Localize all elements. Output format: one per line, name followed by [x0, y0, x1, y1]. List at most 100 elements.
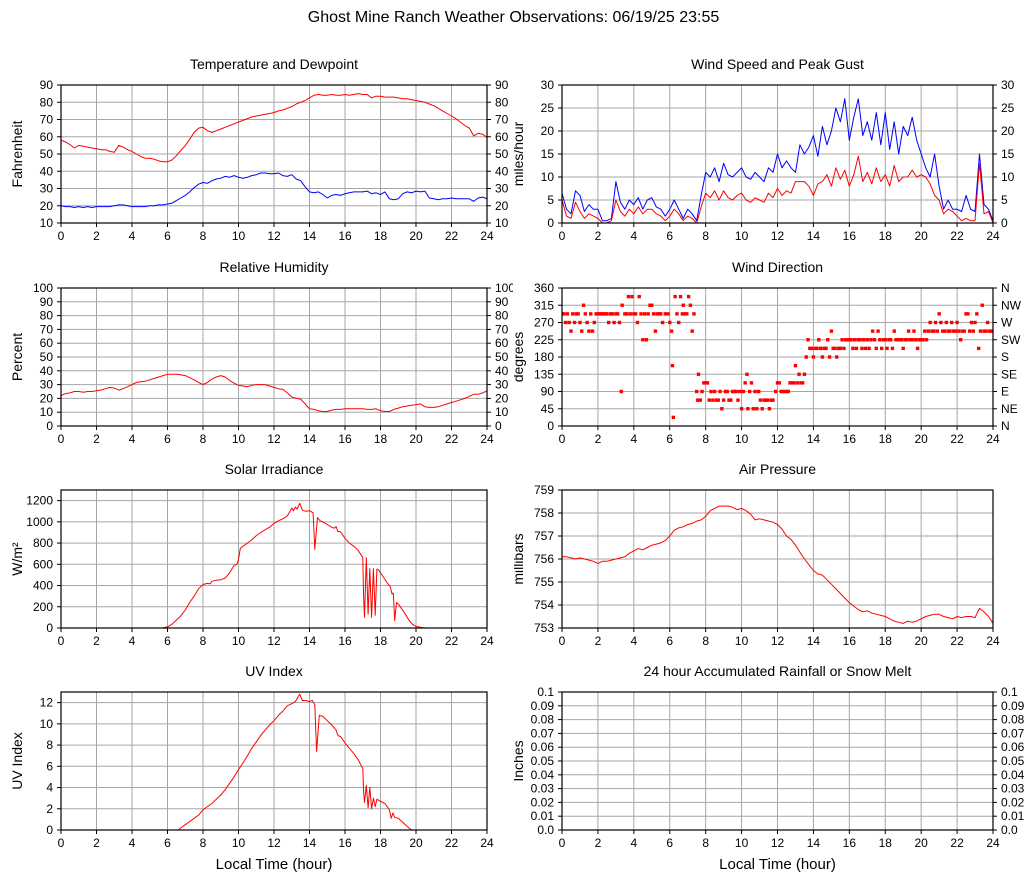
y-axis-label-wind-speed-gust: miles/hour — [514, 121, 526, 186]
chart-title-relative-humidity: Relative Humidity — [219, 259, 329, 275]
chart-wind-direction: Wind Direction 0 2 4 6 8 10 12 14 16 18 20 22 24 0 N 45… — [514, 248, 1027, 450]
svg-text:0: 0 — [58, 432, 65, 446]
svg-text:90: 90 — [541, 385, 555, 399]
svg-text:360: 360 — [534, 281, 554, 295]
chart-relative-humidity: Relative Humidity 0 2 4 6 8 10 12 14 16 18 20 22 24 0… — [0, 248, 513, 450]
svg-text:N: N — [1001, 419, 1010, 433]
x-axis-label-right: Local Time (hour) — [719, 856, 836, 873]
svg-text:12: 12 — [267, 432, 281, 446]
svg-text:8: 8 — [702, 432, 709, 446]
chart-temperature-dewpoint: Temperature and Dewpoint 0 2 4 6 8 10 12 14 16 18… — [0, 45, 513, 248]
svg-text:30: 30 — [40, 182, 54, 196]
svg-text:22: 22 — [950, 229, 964, 243]
svg-text:24: 24 — [480, 634, 494, 648]
svg-text:30: 30 — [541, 78, 555, 92]
svg-text:12: 12 — [771, 432, 785, 446]
chart-title-uv-index: UV Index — [245, 663, 303, 679]
svg-text:6: 6 — [666, 836, 673, 850]
svg-text:0.08: 0.08 — [1001, 713, 1025, 727]
svg-text:0: 0 — [46, 419, 53, 433]
svg-text:0.07: 0.07 — [1001, 726, 1025, 740]
plot-rainfall: 0 2 4 6 8 10 12 14 16 18 20 22 240.0 0.00.01 0.010.02 0… — [514, 685, 1025, 850]
svg-text:20: 20 — [40, 391, 54, 405]
svg-text:70: 70 — [40, 322, 54, 336]
y-axis-label-air-pressure: millibars — [514, 533, 526, 584]
svg-text:30: 30 — [1001, 78, 1015, 92]
chart-solar-irradiance: Solar Irradiance 0 2 4 6 8 10 12 14 16 18 20 22 24 0 2… — [0, 450, 513, 652]
svg-text:2: 2 — [595, 229, 602, 243]
y-axis-label-uv-index: UV Index — [9, 732, 25, 790]
svg-text:0: 0 — [58, 229, 65, 243]
svg-text:4: 4 — [129, 836, 136, 850]
svg-text:4: 4 — [129, 432, 136, 446]
svg-text:16: 16 — [338, 432, 352, 446]
svg-text:40: 40 — [495, 164, 509, 178]
svg-text:2: 2 — [93, 836, 100, 850]
svg-text:40: 40 — [40, 364, 54, 378]
svg-text:0: 0 — [495, 419, 502, 433]
svg-text:20: 20 — [541, 124, 555, 138]
svg-text:0: 0 — [547, 216, 554, 230]
svg-text:6: 6 — [46, 759, 53, 773]
svg-text:12: 12 — [267, 836, 281, 850]
svg-text:0.08: 0.08 — [531, 713, 555, 727]
svg-text:10: 10 — [735, 836, 749, 850]
svg-text:40: 40 — [495, 364, 509, 378]
svg-text:800: 800 — [33, 536, 53, 550]
svg-text:90: 90 — [40, 78, 54, 92]
svg-text:0.02: 0.02 — [531, 795, 555, 809]
svg-text:8: 8 — [702, 634, 709, 648]
svg-text:180: 180 — [534, 350, 554, 364]
svg-text:SE: SE — [1001, 367, 1017, 381]
svg-text:0.1: 0.1 — [537, 685, 554, 699]
svg-text:8: 8 — [200, 634, 207, 648]
svg-text:18: 18 — [879, 432, 893, 446]
svg-text:20: 20 — [914, 229, 928, 243]
svg-text:8: 8 — [702, 836, 709, 850]
svg-text:12: 12 — [771, 229, 785, 243]
svg-text:18: 18 — [374, 836, 388, 850]
svg-text:12: 12 — [40, 696, 54, 710]
svg-text:135: 135 — [534, 367, 554, 381]
svg-text:80: 80 — [40, 309, 54, 323]
y-axis-label-relative-humidity: Percent — [9, 333, 25, 381]
svg-text:755: 755 — [534, 575, 554, 589]
svg-text:24: 24 — [986, 432, 1000, 446]
svg-text:8: 8 — [200, 229, 207, 243]
svg-text:0: 0 — [559, 634, 566, 648]
chart-title-rainfall: 24 hour Accumulated Rainfall or Snow Mel… — [643, 663, 912, 679]
svg-text:14: 14 — [303, 634, 317, 648]
svg-text:22: 22 — [445, 229, 459, 243]
page-title: Ghost Mine Ranch Weather Observations: 0… — [307, 9, 720, 26]
svg-text:25: 25 — [541, 101, 555, 115]
svg-text:70: 70 — [40, 113, 54, 127]
svg-text:20: 20 — [409, 836, 423, 850]
svg-text:NW: NW — [1001, 298, 1022, 312]
chart-rainfall: 24 hour Accumulated Rainfall or Snow Mel… — [514, 652, 1027, 878]
svg-text:16: 16 — [843, 634, 857, 648]
svg-text:100: 100 — [495, 281, 513, 295]
svg-text:4: 4 — [630, 634, 637, 648]
svg-text:15: 15 — [1001, 147, 1015, 161]
svg-text:2: 2 — [595, 432, 602, 446]
svg-text:0: 0 — [58, 836, 65, 850]
svg-text:6: 6 — [666, 229, 673, 243]
plot-solar-irradiance: 0 2 4 6 8 10 12 14 16 18 20 22 240200400600800100012… — [9, 489, 494, 648]
svg-text:10: 10 — [232, 432, 246, 446]
svg-text:E: E — [1001, 385, 1009, 399]
svg-text:754: 754 — [534, 598, 554, 612]
svg-text:20: 20 — [495, 391, 509, 405]
svg-text:S: S — [1001, 350, 1009, 364]
svg-text:12: 12 — [771, 634, 785, 648]
svg-text:24: 24 — [986, 836, 1000, 850]
svg-text:24: 24 — [480, 836, 494, 850]
svg-text:16: 16 — [338, 634, 352, 648]
svg-text:12: 12 — [771, 836, 785, 850]
svg-text:20: 20 — [914, 836, 928, 850]
svg-text:0.03: 0.03 — [531, 782, 555, 796]
chart-title-solar-irradiance: Solar Irradiance — [224, 461, 324, 477]
svg-text:0.03: 0.03 — [1001, 782, 1025, 796]
svg-text:4: 4 — [630, 432, 637, 446]
